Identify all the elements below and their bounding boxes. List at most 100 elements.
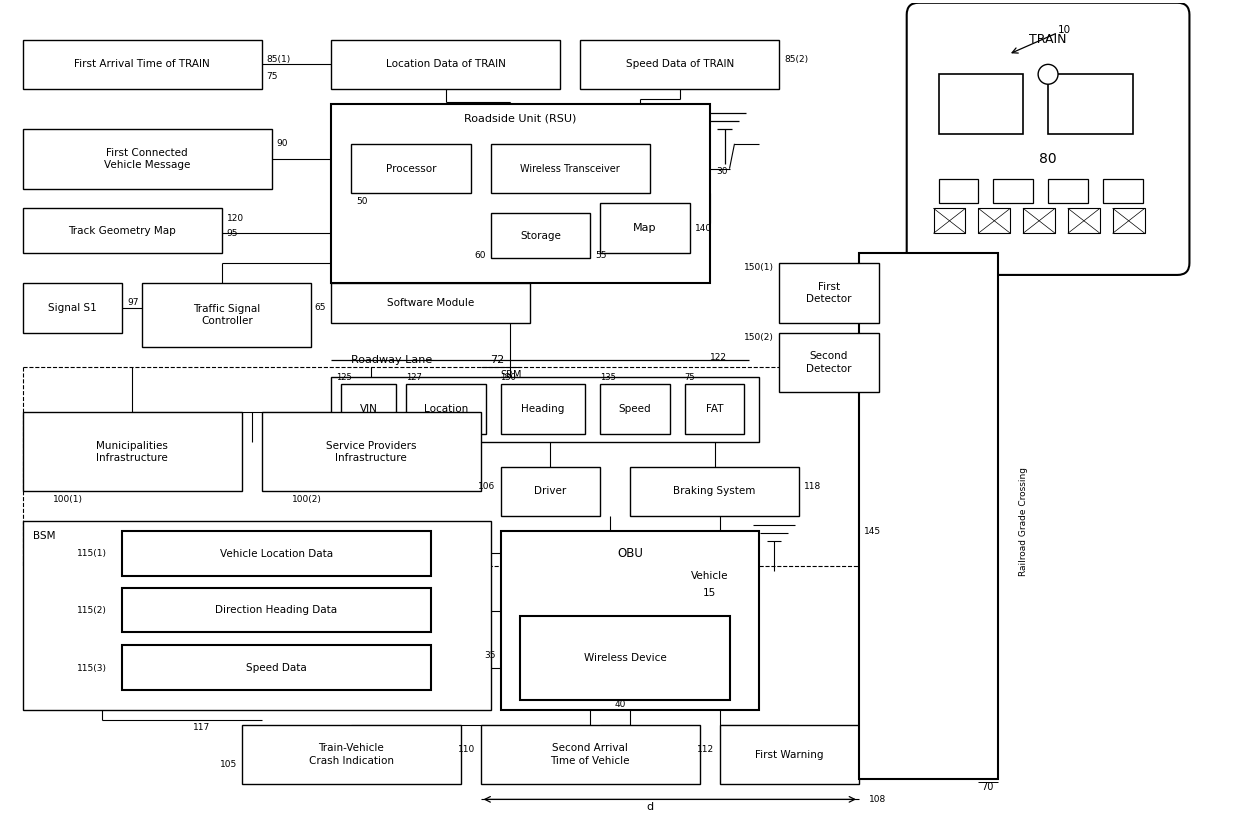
Text: 40: 40 bbox=[614, 700, 626, 709]
Bar bbox=[262, 412, 481, 492]
Text: Track Geometry Map: Track Geometry Map bbox=[68, 226, 176, 236]
Text: Vehicle: Vehicle bbox=[691, 570, 728, 581]
Bar bbox=[1023, 209, 1055, 233]
Text: Speed: Speed bbox=[619, 404, 651, 414]
Text: 85(2): 85(2) bbox=[784, 55, 808, 64]
Text: Roadside Unit (RSU): Roadside Unit (RSU) bbox=[464, 114, 577, 124]
Bar bbox=[331, 377, 759, 441]
Text: 115(3): 115(3) bbox=[77, 663, 108, 672]
Text: 125: 125 bbox=[336, 372, 352, 381]
Text: Speed Data of TRAIN: Speed Data of TRAIN bbox=[626, 59, 734, 69]
Text: 97: 97 bbox=[128, 298, 139, 307]
Bar bbox=[779, 263, 879, 322]
Text: Braking System: Braking System bbox=[673, 487, 755, 496]
Text: 100(1): 100(1) bbox=[52, 495, 83, 504]
Bar bbox=[779, 333, 879, 392]
Text: 108: 108 bbox=[869, 795, 887, 804]
Text: 115(1): 115(1) bbox=[77, 548, 108, 557]
Text: 105: 105 bbox=[219, 760, 237, 769]
Text: Speed Data: Speed Data bbox=[247, 663, 308, 672]
Bar bbox=[341, 384, 396, 434]
Text: VIN: VIN bbox=[360, 404, 377, 414]
Text: 117: 117 bbox=[193, 723, 211, 732]
Text: 60: 60 bbox=[474, 251, 486, 260]
Bar bbox=[939, 178, 978, 203]
Text: First Connected
Vehicle Message: First Connected Vehicle Message bbox=[104, 147, 190, 170]
Bar bbox=[331, 104, 709, 283]
Text: Second
Detector: Second Detector bbox=[806, 351, 852, 373]
Bar bbox=[351, 144, 471, 193]
Text: Train-Vehicle
Crash Indication: Train-Vehicle Crash Indication bbox=[309, 743, 394, 766]
Bar bbox=[501, 384, 585, 434]
Text: 65: 65 bbox=[315, 303, 326, 312]
Text: Service Providers
Infrastructure: Service Providers Infrastructure bbox=[326, 441, 417, 463]
Bar bbox=[580, 39, 779, 90]
Text: 90: 90 bbox=[277, 139, 288, 148]
Bar bbox=[501, 467, 600, 516]
Bar bbox=[331, 39, 560, 90]
Text: 75: 75 bbox=[267, 72, 278, 81]
Text: 120: 120 bbox=[227, 214, 244, 223]
Text: 110: 110 bbox=[459, 746, 476, 755]
Text: Vehicle Location Data: Vehicle Location Data bbox=[219, 548, 334, 558]
Text: 80: 80 bbox=[1039, 152, 1056, 166]
Text: Map: Map bbox=[634, 224, 657, 233]
Text: 30: 30 bbox=[715, 167, 728, 176]
Bar bbox=[939, 74, 1023, 134]
Text: FAT: FAT bbox=[706, 404, 723, 414]
Text: 150(1): 150(1) bbox=[744, 264, 774, 272]
Bar bbox=[405, 384, 486, 434]
Text: 140: 140 bbox=[694, 224, 712, 233]
Bar bbox=[719, 725, 859, 784]
Text: 35: 35 bbox=[484, 651, 496, 660]
Bar bbox=[600, 203, 689, 253]
Text: Roadway Lane: Roadway Lane bbox=[351, 355, 433, 365]
Text: 118: 118 bbox=[805, 482, 821, 491]
FancyBboxPatch shape bbox=[906, 2, 1189, 275]
Text: 106: 106 bbox=[479, 482, 496, 491]
Bar bbox=[501, 531, 759, 710]
Text: 75: 75 bbox=[684, 372, 696, 381]
Bar bbox=[1112, 209, 1145, 233]
Bar bbox=[22, 283, 123, 333]
Text: Traffic Signal
Controller: Traffic Signal Controller bbox=[193, 304, 260, 326]
Text: 50: 50 bbox=[356, 197, 368, 206]
Bar bbox=[123, 531, 430, 576]
Text: 122: 122 bbox=[709, 353, 727, 362]
Circle shape bbox=[1038, 64, 1058, 84]
Bar bbox=[242, 725, 461, 784]
Text: BSM: BSM bbox=[32, 531, 55, 541]
Text: Heading: Heading bbox=[521, 404, 564, 414]
Text: 112: 112 bbox=[697, 746, 714, 755]
Bar bbox=[123, 588, 430, 632]
Text: 85(1): 85(1) bbox=[267, 55, 291, 64]
Text: Second Arrival
Time of Vehicle: Second Arrival Time of Vehicle bbox=[551, 743, 630, 766]
Text: 100(2): 100(2) bbox=[291, 495, 321, 504]
Text: 55: 55 bbox=[595, 251, 606, 260]
Text: SRM: SRM bbox=[501, 370, 522, 381]
Text: Driver: Driver bbox=[534, 487, 567, 496]
Text: Signal S1: Signal S1 bbox=[48, 302, 97, 312]
Text: 127: 127 bbox=[405, 372, 422, 381]
Text: Processor: Processor bbox=[386, 164, 436, 173]
Text: First
Detector: First Detector bbox=[806, 282, 852, 304]
Bar bbox=[934, 209, 966, 233]
Text: Wireless Transceiver: Wireless Transceiver bbox=[521, 164, 620, 173]
Bar bbox=[1102, 178, 1142, 203]
Text: 72: 72 bbox=[491, 355, 505, 365]
Bar bbox=[143, 283, 311, 348]
Text: Storage: Storage bbox=[520, 231, 560, 241]
Text: Software Module: Software Module bbox=[387, 298, 475, 307]
Bar bbox=[600, 384, 670, 434]
Text: First Warning: First Warning bbox=[755, 750, 823, 760]
Bar bbox=[630, 467, 800, 516]
Text: Location Data of TRAIN: Location Data of TRAIN bbox=[386, 59, 506, 69]
Text: 130: 130 bbox=[501, 372, 516, 381]
Text: TRAIN: TRAIN bbox=[1029, 33, 1066, 46]
Text: 135: 135 bbox=[600, 372, 616, 381]
Text: First Arrival Time of TRAIN: First Arrival Time of TRAIN bbox=[74, 59, 210, 69]
Bar bbox=[22, 412, 242, 492]
Bar bbox=[22, 521, 491, 710]
Bar bbox=[1048, 74, 1132, 134]
Bar bbox=[1068, 209, 1100, 233]
